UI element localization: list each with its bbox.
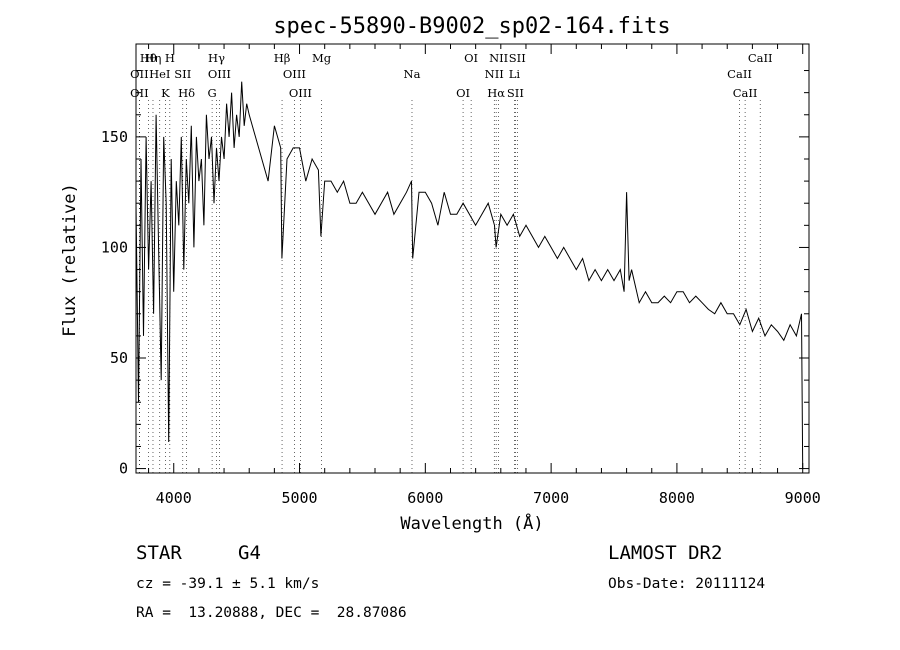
y-tick-label-2: 100 (101, 238, 128, 256)
spectral-line-labels: HθOIIOIIHηHeIKHSIIHδHγOIIIGHβOIIIOIIIMgN… (130, 51, 772, 100)
spectral-line-markers (139, 100, 761, 473)
line-label-13: OIII (283, 67, 306, 81)
line-label-25: CaII (727, 67, 752, 81)
line-label-27: CaII (748, 51, 773, 65)
observation-date: Obs-Date: 20111124 (608, 576, 766, 592)
line-label-19: NII (485, 67, 504, 81)
line-label-22: Li (509, 67, 521, 81)
line-label-11: G (208, 86, 217, 100)
line-label-21: NII (489, 51, 508, 65)
line-label-23: SII (507, 86, 524, 100)
line-label-14: OIII (289, 86, 312, 100)
line-label-24: SII (509, 51, 526, 65)
line-label-18: OI (464, 51, 478, 65)
x-tick-label-4: 8000 (659, 489, 695, 507)
object-subclass: G4 (238, 542, 261, 564)
ra-dec-coordinates: RA = 13.20888, DEC = 28.87086 (136, 605, 407, 621)
line-label-26: CaII (733, 86, 758, 100)
line-label-1: OII (130, 67, 149, 81)
line-label-12: Hβ (274, 51, 291, 65)
line-label-15: Mg (312, 51, 332, 65)
x-tick-label-2: 6000 (407, 489, 443, 507)
line-label-7: SII (174, 67, 191, 81)
line-label-10: OIII (208, 67, 231, 81)
line-label-9: Hγ (208, 51, 225, 65)
y-tick-label-3: 150 (101, 128, 128, 146)
y-tick-label-0: 0 (119, 460, 128, 478)
line-label-16: Na (404, 67, 421, 81)
survey-name: LAMOST DR2 (608, 542, 723, 564)
x-axis-ticks: 4000 5000 6000 7000 8000 9000 (148, 44, 821, 507)
line-label-8: Hδ (178, 86, 195, 100)
object-class: STAR (136, 542, 182, 564)
chart-title: spec-55890-B9002_sp02-164.fits (273, 14, 670, 39)
line-label-0: Hθ (140, 51, 157, 65)
line-label-20: Hα (487, 86, 505, 100)
x-tick-label-0: 4000 (156, 489, 192, 507)
line-label-17: OI (456, 86, 470, 100)
plot-frame (135, 43, 810, 474)
x-tick-label-3: 7000 (533, 489, 569, 507)
y-axis-label: Flux (relative) (60, 183, 80, 337)
y-axis-ticks: 0 50 100 150 (101, 70, 809, 478)
x-tick-label-1: 5000 (281, 489, 317, 507)
y-tick-label-1: 50 (110, 349, 128, 367)
spectrum-line (135, 81, 804, 469)
line-label-3: Hη (145, 51, 162, 65)
line-label-6: H (165, 51, 175, 65)
x-axis-label: Wavelength (Å) (400, 512, 543, 534)
redshift-velocity: cz = -39.1 ± 5.1 km/s (136, 576, 320, 592)
line-label-4: HeI (149, 67, 170, 81)
line-label-5: K (161, 86, 170, 100)
x-tick-label-5: 9000 (785, 489, 821, 507)
